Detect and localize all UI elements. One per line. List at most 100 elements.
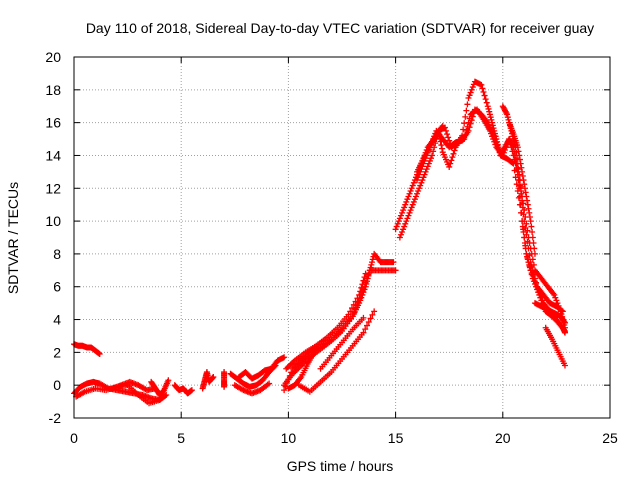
data-point: [522, 189, 529, 196]
data-point: [427, 155, 434, 162]
series-track-f: [171, 382, 195, 397]
data-point: [349, 313, 356, 320]
data-point: [518, 190, 525, 197]
data-point: [402, 201, 409, 208]
data-point: [221, 369, 228, 376]
data-point: [400, 226, 407, 233]
data-point: [526, 213, 533, 220]
data-point: [464, 101, 471, 108]
data-point: [359, 281, 366, 288]
data-point: [487, 114, 494, 121]
data-point: [521, 185, 528, 192]
data-point: [401, 204, 408, 211]
data-point: [352, 298, 359, 305]
data-point: [426, 157, 433, 164]
data-point: [165, 377, 172, 384]
data-point: [513, 181, 520, 188]
chart-title: Day 110 of 2018, Sidereal Day-to-day VTE…: [86, 20, 594, 36]
data-point: [402, 220, 409, 227]
y-tick-labels: -2 0 2 4 6 8 10 12 14 16 18 20: [45, 49, 61, 426]
series-track-n: [283, 270, 369, 372]
data-point: [369, 259, 376, 266]
data-point: [396, 234, 403, 241]
data-point: [404, 196, 411, 203]
data-point: [439, 145, 446, 152]
data-point: [504, 111, 511, 118]
data-point: [552, 294, 559, 301]
data-point: [414, 177, 421, 184]
data-point: [420, 174, 427, 181]
y-tick-label: -2: [49, 410, 62, 426]
data-point: [531, 275, 538, 282]
y-tick-label: 12: [45, 180, 61, 196]
series-track-k: [236, 357, 281, 382]
data-point: [501, 146, 508, 153]
data-point: [478, 81, 485, 88]
data-point: [266, 380, 273, 387]
data-point: [527, 218, 534, 225]
data-point: [469, 84, 476, 91]
series-track-e: [148, 377, 172, 399]
data-point: [414, 190, 421, 197]
data-point: [406, 190, 413, 197]
data-point: [515, 148, 522, 155]
data-point: [460, 126, 467, 133]
data-point: [555, 302, 562, 309]
data-point: [362, 270, 369, 277]
y-tick-label: 14: [45, 147, 61, 163]
data-point: [529, 267, 536, 274]
data-point: [345, 311, 352, 318]
x-tick-labels: 0 5 10 15 20 25: [70, 430, 618, 446]
data-point: [450, 150, 457, 157]
data-point: [401, 223, 408, 230]
data-point: [514, 188, 521, 195]
data-point: [365, 319, 372, 326]
y-tick-label: 20: [45, 49, 61, 65]
data-point: [522, 242, 529, 249]
series-track-q: [317, 314, 367, 372]
series-track-y: [542, 324, 568, 369]
data-point: [397, 212, 404, 219]
y-tick-label: 0: [53, 377, 61, 393]
data-point: [364, 322, 371, 329]
x-tick-label: 25: [602, 430, 618, 446]
data-point: [423, 166, 430, 173]
data-point: [409, 201, 416, 208]
data-point: [369, 311, 376, 318]
data-point: [520, 177, 527, 184]
data-point: [354, 302, 361, 309]
data-point: [538, 294, 545, 301]
data-point: [424, 163, 431, 170]
data-point: [438, 142, 445, 149]
y-tick-label: 16: [45, 115, 61, 131]
data-point: [486, 111, 493, 118]
data-point: [411, 196, 418, 203]
data-point: [399, 229, 406, 236]
data-point: [529, 234, 536, 241]
x-tick-label: 20: [495, 430, 511, 446]
data-point: [356, 291, 363, 298]
data-point: [483, 99, 490, 106]
data-point: [354, 295, 361, 302]
data-point: [415, 188, 422, 195]
data-point: [468, 86, 475, 93]
data-point: [163, 392, 170, 399]
data-point: [347, 308, 354, 315]
data-point: [367, 315, 374, 322]
data-point: [162, 392, 169, 399]
data-point: [400, 207, 407, 214]
data-point: [536, 289, 543, 296]
y-axis-label: SDTVAR / TECUs: [5, 182, 21, 294]
data-point: [466, 124, 473, 131]
data-point: [528, 223, 535, 230]
data-point: [369, 256, 376, 263]
data-point: [468, 117, 475, 124]
data-point: [494, 142, 501, 149]
data-point: [531, 245, 538, 252]
data-point: [352, 306, 359, 313]
data-point: [417, 182, 424, 189]
data-point: [521, 218, 528, 225]
data-point: [399, 209, 406, 216]
y-tick-label: 8: [53, 246, 61, 262]
data-point: [412, 193, 419, 200]
